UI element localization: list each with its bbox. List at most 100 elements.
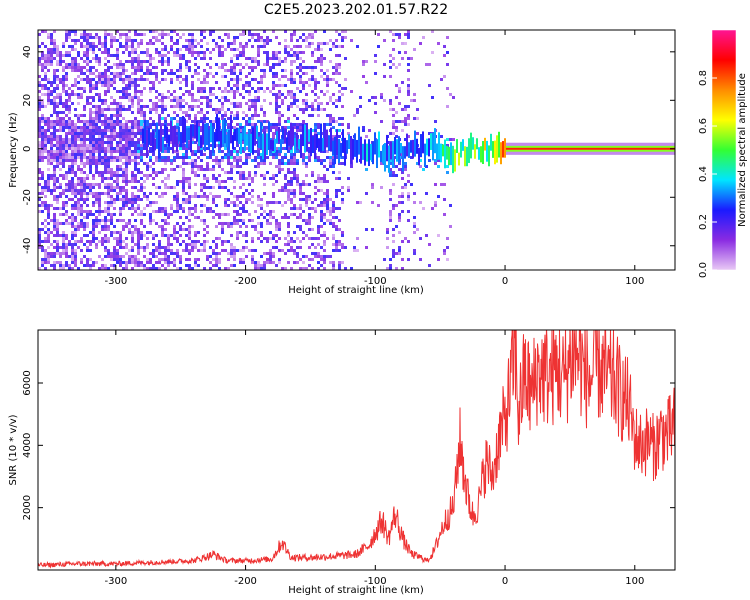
heatmap-cell xyxy=(314,60,317,63)
heatmap-cell xyxy=(164,177,167,180)
heatmap-cell xyxy=(311,75,314,78)
heatmap-cell xyxy=(140,183,143,186)
heatmap-cell xyxy=(62,177,65,180)
ridge-blob xyxy=(272,140,274,152)
heatmap-cell xyxy=(446,171,449,174)
heatmap-cell xyxy=(206,42,209,45)
heatmap-cell xyxy=(41,156,44,159)
heatmap-cell xyxy=(248,123,251,126)
heatmap-cell xyxy=(230,249,233,252)
heatmap-cell xyxy=(41,138,44,141)
heatmap-cell xyxy=(278,84,281,87)
heatmap-cell xyxy=(68,99,71,102)
heatmap-cell xyxy=(320,204,323,207)
heatmap-cell xyxy=(341,156,344,159)
heatmap-cell xyxy=(65,114,68,117)
heatmap-cell xyxy=(122,33,125,36)
heatmap-cell xyxy=(101,78,104,81)
heatmap-cell xyxy=(95,246,98,249)
heatmap-cell xyxy=(293,96,296,99)
heatmap-cell xyxy=(80,78,83,81)
heatmap-cell xyxy=(131,78,134,81)
heatmap-cell xyxy=(164,69,167,72)
heatmap-cell xyxy=(38,63,41,66)
heatmap-cell xyxy=(143,207,146,210)
heatmap-cell xyxy=(215,177,218,180)
heatmap-cell xyxy=(74,162,77,165)
x-tick-label: -100 xyxy=(364,576,387,587)
heatmap-cell xyxy=(386,237,389,240)
heatmap-cell xyxy=(41,258,44,261)
ridge-band-core xyxy=(514,147,516,150)
heatmap-cell xyxy=(164,120,167,123)
heatmap-cell xyxy=(326,84,329,87)
heatmap-cell xyxy=(293,123,296,126)
heatmap-cell xyxy=(218,237,221,240)
ridge-blob xyxy=(396,139,398,162)
heatmap-cell xyxy=(203,267,206,270)
heatmap-cell xyxy=(83,189,86,192)
heatmap-cell xyxy=(227,213,230,216)
heatmap-cell xyxy=(116,240,119,243)
heatmap-cell xyxy=(407,174,410,177)
heatmap-cell xyxy=(95,162,98,165)
heatmap-cell xyxy=(389,102,392,105)
heatmap-cell xyxy=(194,204,197,207)
heatmap-cell xyxy=(119,141,122,144)
heatmap-cell xyxy=(149,156,152,159)
heatmap-cell xyxy=(131,81,134,84)
heatmap-cell xyxy=(86,69,89,72)
heatmap-cell xyxy=(116,180,119,183)
heatmap-cell xyxy=(242,174,245,177)
ridge-blob xyxy=(204,123,206,152)
heatmap-cell xyxy=(122,144,125,147)
heatmap-cell xyxy=(302,81,305,84)
heatmap-cell xyxy=(284,39,287,42)
heatmap-cell xyxy=(92,72,95,75)
heatmap-cell xyxy=(200,159,203,162)
heatmap-cell xyxy=(203,78,206,81)
heatmap-cell xyxy=(296,183,299,186)
heatmap-cell xyxy=(395,66,398,69)
heatmap-cell xyxy=(260,45,263,48)
heatmap-cell xyxy=(77,207,80,210)
heatmap-cell xyxy=(116,156,119,159)
heatmap-cell xyxy=(104,84,107,87)
heatmap-cell xyxy=(47,48,50,51)
heatmap-cell xyxy=(182,210,185,213)
heatmap-cell xyxy=(272,57,275,60)
heatmap-cell xyxy=(98,198,101,201)
heatmap-cell xyxy=(80,93,83,96)
heatmap-cell xyxy=(260,234,263,237)
heatmap-cell xyxy=(71,234,74,237)
heatmap-cell xyxy=(38,135,41,138)
heatmap-cell xyxy=(392,126,395,129)
heatmap-cell xyxy=(92,219,95,222)
heatmap-cell xyxy=(95,45,98,48)
heatmap-cell xyxy=(68,33,71,36)
ridge-blob xyxy=(236,127,238,142)
heatmap-cell xyxy=(44,144,47,147)
heatmap-cell xyxy=(305,39,308,42)
heatmap-cell xyxy=(110,84,113,87)
heatmap-cell xyxy=(56,93,59,96)
heatmap-cell xyxy=(161,258,164,261)
heatmap-cell xyxy=(164,183,167,186)
heatmap-cell xyxy=(98,156,101,159)
heatmap-cell xyxy=(80,87,83,90)
heatmap-cell xyxy=(95,123,98,126)
heatmap-cell xyxy=(275,129,278,132)
heatmap-cell xyxy=(74,147,77,150)
heatmap-cell xyxy=(113,213,116,216)
heatmap-cell xyxy=(68,255,71,258)
heatmap-cell xyxy=(113,237,116,240)
heatmap-cell xyxy=(413,222,416,225)
heatmap-cell xyxy=(182,153,185,156)
heatmap-cell xyxy=(314,126,317,129)
heatmap-cell xyxy=(446,144,449,147)
heatmap-cell xyxy=(128,51,131,54)
heatmap-cell xyxy=(98,81,101,84)
ridge-blob xyxy=(482,141,484,164)
heatmap-cell xyxy=(251,237,254,240)
heatmap-cell xyxy=(161,159,164,162)
